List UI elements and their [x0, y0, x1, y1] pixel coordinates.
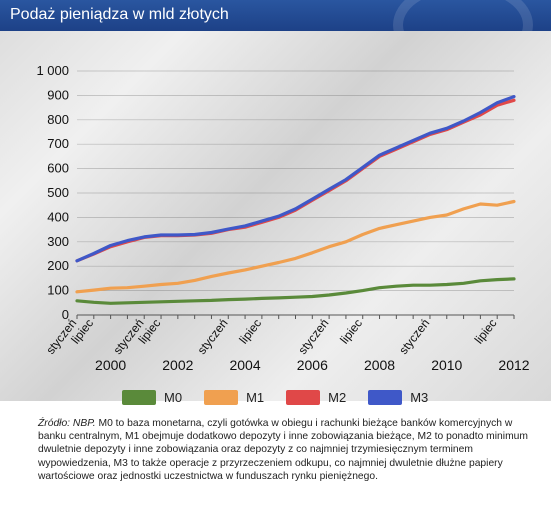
x-month-label: styczeń: [195, 316, 231, 357]
title-bar: Podaż pieniądza w mld złotych: [0, 0, 551, 70]
legend-item-m3: M3: [368, 389, 429, 405]
x-year-label: 2004: [229, 357, 260, 373]
y-tick-label: 400: [47, 209, 69, 224]
x-month-label: lipiec: [236, 316, 264, 346]
legend: M0 M1 M2 M3: [122, 384, 428, 410]
x-year-label: 2002: [162, 357, 193, 373]
y-tick-label: 300: [47, 234, 69, 249]
y-tick-label: 900: [47, 87, 69, 102]
y-tick-label: 100: [47, 283, 69, 298]
x-year-label: 2000: [95, 357, 126, 373]
legend-label: M1: [246, 389, 265, 405]
legend-label: M2: [328, 389, 347, 405]
legend-label: M0: [164, 389, 183, 405]
legend-item-m0: M0: [122, 389, 183, 405]
legend-swatch: [122, 389, 156, 405]
source-prefix: Źródło: NBP.: [38, 418, 96, 429]
legend-swatch: [286, 389, 321, 405]
series-line-m0: [75, 277, 516, 305]
x-month-label: styczeń: [295, 316, 331, 357]
y-tick-label: 200: [47, 258, 69, 273]
x-year-label: 2010: [431, 357, 462, 373]
legend-item-m2: M2: [286, 389, 347, 405]
legend-item-m1: M1: [204, 389, 265, 405]
x-year-label: 2006: [297, 357, 328, 373]
source-text: M0 to baza monetarna, czyli gotówka w ob…: [38, 418, 528, 482]
line-chart: 0 100 200 300 400 500 600 700 800 900 1 000 styczeń…: [36, 63, 529, 373]
series-line-m3: [75, 94, 516, 263]
x-month-label: lipiec: [337, 316, 365, 346]
legend-swatch: [204, 389, 239, 405]
y-tick-label: 700: [47, 136, 69, 151]
y-tick-label: 600: [47, 161, 69, 176]
y-tick-label: 0: [62, 307, 69, 322]
x-month-label: styczeń: [396, 316, 432, 357]
x-year-label: 2012: [498, 357, 529, 373]
legend-label: M3: [410, 389, 429, 405]
legend-swatch: [368, 389, 403, 405]
chart-title: Podaż pieniądza w mld złotych: [10, 6, 229, 23]
y-tick-label: 500: [47, 185, 69, 200]
x-month-label: lipiec: [472, 316, 500, 346]
y-tick-label: 800: [47, 112, 69, 127]
source-note: Źródło: NBP. M0 to baza monetarna, czyli…: [38, 417, 538, 483]
x-year-label: 2008: [364, 357, 395, 373]
y-tick-label: 1 000: [36, 63, 69, 78]
series-line-m1: [75, 199, 516, 294]
